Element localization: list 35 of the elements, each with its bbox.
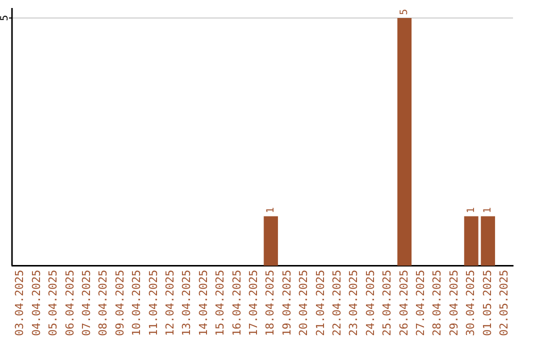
x-tick-label: 09.04.2025 <box>113 270 126 336</box>
data-label: 1 <box>265 207 276 214</box>
x-tick-label: 15.04.2025 <box>214 270 227 336</box>
x-tick-label: 12.04.2025 <box>164 270 177 336</box>
x-tick-label: 30.04.2025 <box>464 270 478 336</box>
x-tick-label: 20.04.2025 <box>297 270 310 336</box>
x-tick-label: 27.04.2025 <box>414 270 428 336</box>
x-tick-label: 17.04.2025 <box>247 270 260 336</box>
x-tick-label: 25.04.2025 <box>380 270 394 336</box>
x-tick-label: 21.04.2025 <box>314 270 327 336</box>
data-label: 1 <box>482 207 494 214</box>
x-tick-label: 11.04.2025 <box>146 270 160 336</box>
text: 5 <box>0 14 11 22</box>
x-tick-label: 26.04.2025 <box>397 270 410 336</box>
x-tick-label: 03.04.2025 <box>13 270 26 336</box>
x-tick-label: 13.04.2025 <box>180 270 194 336</box>
x-tick-label: 29.04.2025 <box>447 270 460 336</box>
data-label: 5 <box>399 8 410 15</box>
x-tick-label: 18.04.2025 <box>264 270 277 336</box>
x-tick-label: 08.04.2025 <box>96 270 110 336</box>
x-tick-label: 16.04.2025 <box>230 270 244 336</box>
x-tick-label: 19.04.2025 <box>280 270 294 336</box>
x-tick-label: 05.04.2025 <box>46 270 60 336</box>
x-tick-label: 04.04.2025 <box>30 270 43 336</box>
x-tick-label: 22.04.2025 <box>330 270 344 336</box>
x-tick-label: 07.04.2025 <box>80 270 94 336</box>
x-tick-label: 24.04.2025 <box>364 270 377 336</box>
x-tick-label: 01.05.2025 <box>480 270 494 336</box>
x-tick-label: 28.04.2025 <box>430 270 444 336</box>
x-tick-label: 02.05.2025 <box>498 270 511 336</box>
data-label: 1 <box>466 207 477 214</box>
x-tick-label: 10.04.2025 <box>130 270 144 336</box>
x-tick-label: 23.04.2025 <box>347 270 360 336</box>
x-tick-label: 06.04.2025 <box>63 270 76 336</box>
x-tick-label: 14.04.2025 <box>196 270 210 336</box>
